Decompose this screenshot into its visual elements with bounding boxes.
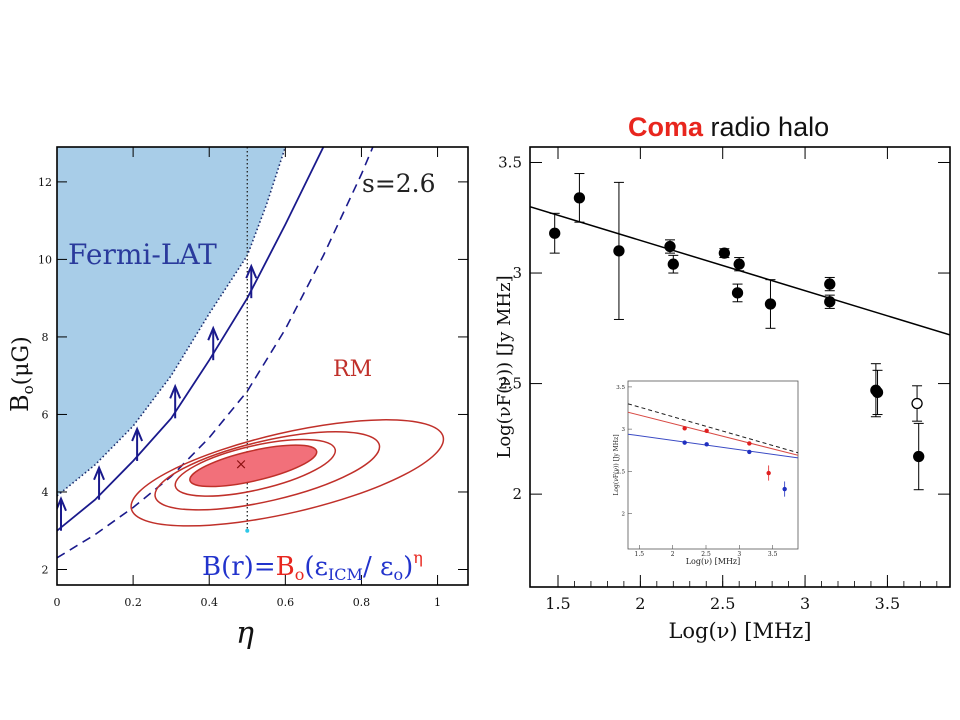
annotation-rm: RM [333,357,372,382]
left-x-tick-label: 1 [434,596,441,609]
right-x-tick-label: 3 [800,594,810,613]
inset-y-tick-label: 2 [622,512,626,518]
data-point-3 [664,240,676,253]
rm-contour-outer [130,419,445,527]
inset-y-axis-label: Log(νF(ν)) [Jy MHz] [613,434,620,495]
annotation-s: s=2.6 [362,169,436,198]
right-x-tick-label: 2 [635,594,645,613]
inset-blue-point-2 [747,449,752,455]
inset-x-tick-label: 2 [671,551,675,558]
left-x-tick-label: 0.6 [277,596,295,609]
left-y-tick-label: 2 [42,563,49,576]
data-point-1 [573,192,586,204]
rm-best-fit-region [189,444,318,488]
left-y-tick-label: 6 [42,408,49,421]
data-point-5 [718,247,731,259]
left-y-tick-label: 4 [42,486,49,499]
data-point-9 [824,278,836,290]
right-y-axis-label: Log(νF(ν)) [Jy MHz] [494,275,515,458]
data-point-0 [549,227,561,239]
title-rest: radio halo [703,112,830,142]
data-point-13 [911,397,923,410]
right-y-tick-label: 2.5 [498,375,522,393]
upper-limit-arrowhead-1 [93,465,105,481]
best-fit-marker: × [235,455,248,473]
data-point-10 [824,296,836,308]
data-point-4 [667,258,679,270]
eta-reference-end [245,528,250,533]
right-y-tick-label: 3 [512,264,522,282]
right-y-tick-label: 2 [512,485,522,503]
inset-red-point-1 [704,428,709,434]
inset-y-tick-label: 2.5 [616,469,625,475]
inset-x-tick-label: 1.5 [635,551,645,558]
data-point-2 [613,245,625,257]
title-highlight: Coma [628,112,704,142]
right-x-axis-label: Log(ν) [MHz] [668,619,811,643]
solid-limit-curve [57,147,325,532]
inset-x-tick-label: 2.5 [701,551,711,558]
left-plot-frame [56,146,469,586]
left-x-tick-label: 0.8 [353,596,371,609]
inset-red-point-0 [682,426,687,431]
left-x-tick-label: 0 [54,596,61,609]
svg-text:Bo(μG): Bo(μG) [6,336,37,412]
inset-x-axis-label: Log(ν) [MHz] [686,557,741,566]
right-x-tick-label: 1.5 [545,594,570,613]
inset-x-tick-label: 3.5 [768,551,778,558]
left-y-tick-label: 10 [38,253,52,266]
left-y-tick-label: 12 [38,176,52,189]
rm-contour-middle [154,431,381,511]
right-x-tick-label: 2.5 [710,594,735,613]
upper-limit-arrowhead-3 [169,383,182,399]
upper-limit-arrowhead-5 [245,263,258,279]
data-point-14 [913,450,925,463]
plot-title: Coma radio halo [628,112,829,143]
inset-line-red [628,411,798,456]
left-x-tick-label: 0.4 [200,596,218,609]
right-plot-frame [529,146,951,588]
right-y-tick-label: 3.5 [498,153,522,171]
inset-frame [627,380,799,550]
inset-red-point-3 [766,470,771,476]
inset-line-black [628,403,798,454]
left-x-tick-label: 0.2 [124,596,142,609]
left-y-axis-label: Bo(μG) [6,336,37,412]
data-point-6 [733,258,745,270]
magnetic-field-formula: B(r)=Bo(εICM/ εo)η [202,548,423,584]
upper-limit-arrowhead-4 [207,325,220,341]
right-x-tick-label: 3.5 [875,594,900,613]
inset-blue-point-1 [704,442,709,447]
fermi-lat-excluded-region [57,147,286,496]
left-x-axis-label: η [236,616,254,651]
upper-limit-arrowhead-2 [131,426,144,442]
data-point-8 [764,298,777,310]
inset-y-tick-label: 3 [622,427,626,433]
annotation-fermi-lat: Fermi-LAT [68,238,217,271]
data-point-12 [871,386,884,399]
rm-contour-inner [174,438,337,497]
left-y-tick-label: 8 [42,331,49,344]
data-point-7 [731,287,744,299]
inset-y-tick-label: 3.5 [616,385,625,391]
inset-red-point-2 [747,441,752,446]
inset-line-blue [628,433,798,459]
dashed-limit-curve [57,147,374,559]
inset-x-tick-label: 3 [737,551,741,558]
inset-blue-point-3 [782,486,787,492]
inset-blue-point-0 [682,440,687,445]
